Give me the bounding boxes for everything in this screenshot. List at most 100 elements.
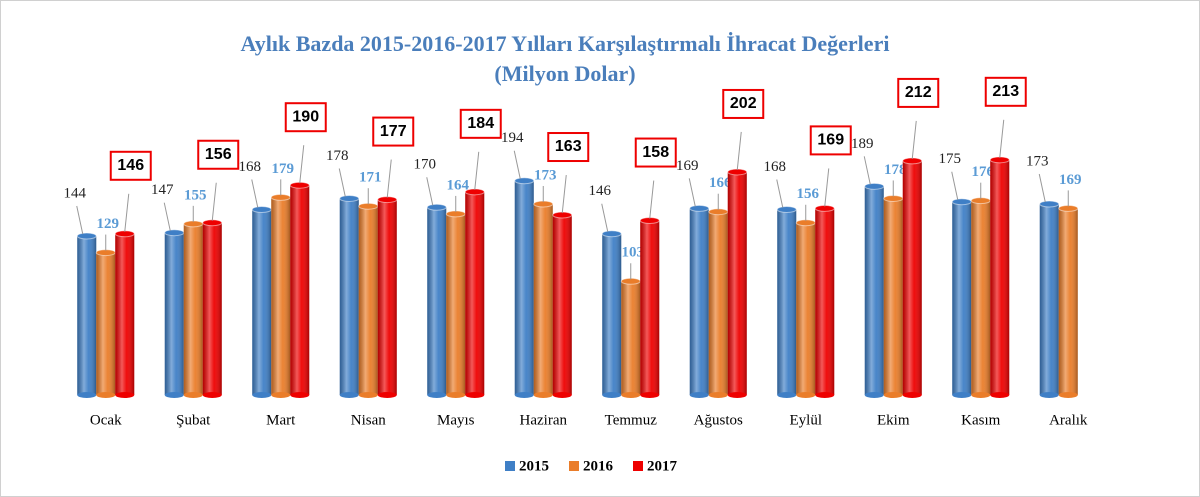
data-label: 169 [1059, 172, 1082, 188]
bar-shine [252, 209, 272, 395]
bar-shine [864, 186, 884, 395]
chart-title: Aylık Bazda 2015-2016-2017 Yılları Karşı… [241, 31, 890, 56]
x-tick-label: Haziran [520, 412, 568, 428]
data-label-box [984, 76, 1027, 107]
bar-base [552, 392, 572, 398]
leader-line [911, 120, 917, 159]
bar-top [689, 204, 710, 212]
leader-line [163, 202, 171, 231]
data-label: 202 [730, 95, 757, 112]
data-label: 156 [797, 186, 820, 202]
bar-shine [115, 233, 135, 395]
data-label: 144 [64, 185, 87, 201]
bar-base [1039, 392, 1059, 398]
data-label-box [109, 150, 152, 181]
bar-base [446, 392, 466, 398]
bar-base [815, 392, 835, 398]
bar-base [640, 392, 660, 398]
bar-base [796, 392, 816, 398]
data-label: 212 [905, 84, 932, 101]
chart-subtitle: (Milyon Dolar) [494, 61, 635, 86]
x-tick-label: Ağustos [694, 412, 743, 428]
bar-shine [465, 191, 485, 395]
leader-line [561, 174, 567, 214]
bar-base [465, 392, 485, 398]
bar-base [202, 392, 222, 398]
x-tick-label: Mayıs [437, 412, 475, 428]
bar-shine [902, 160, 922, 395]
bar-shine [514, 180, 534, 395]
bar-shine [990, 159, 1010, 395]
data-label: 163 [555, 138, 582, 155]
leader-line [776, 179, 784, 208]
x-tick-label: Temmuz [605, 412, 658, 428]
leader-line [824, 168, 830, 207]
bar-base [533, 392, 553, 398]
data-label: 184 [467, 115, 494, 132]
bar-base [708, 392, 728, 398]
leader-line [951, 171, 959, 200]
bar-base [971, 392, 991, 398]
bar-shine [183, 223, 203, 395]
bar-top [514, 177, 535, 185]
bar-base [271, 392, 291, 398]
leader-line [601, 203, 609, 232]
data-label: 190 [292, 108, 319, 125]
legend-swatch [505, 461, 515, 471]
bar-base [952, 392, 972, 398]
data-label: 164 [447, 177, 470, 193]
leader-line [426, 177, 434, 206]
data-label: 103 [622, 245, 645, 261]
bar-shine [427, 207, 447, 395]
data-label-box [897, 77, 940, 108]
bar-base [77, 392, 97, 398]
bar-base [602, 392, 622, 398]
data-label: 168 [239, 159, 262, 175]
bar-shine [446, 213, 466, 395]
data-label: 169 [676, 158, 699, 174]
bar-shine [96, 252, 116, 395]
legend-swatch [569, 461, 579, 471]
leader-line [863, 156, 871, 185]
bar-base [621, 392, 641, 398]
bar-base [864, 392, 884, 398]
bar-base [290, 392, 310, 398]
bar-base [115, 392, 135, 398]
data-label-box [459, 108, 502, 139]
bar-top [164, 229, 185, 237]
bar-shine [552, 215, 572, 395]
leader-line [649, 180, 655, 219]
legend-label: 2015 [519, 458, 549, 474]
data-label-box [809, 125, 852, 156]
x-tick-label: Ekim [877, 412, 910, 428]
legend-label: 2016 [583, 458, 614, 474]
bar-base [777, 392, 797, 398]
data-label: 173 [1026, 153, 1049, 169]
bar-base [689, 392, 709, 398]
data-label: 155 [184, 187, 207, 203]
leader-line [251, 179, 259, 208]
bar-base [902, 392, 922, 398]
data-label: 213 [992, 83, 1019, 100]
bar-base [252, 392, 272, 398]
data-label-box [634, 137, 677, 168]
bar-base [96, 392, 116, 398]
data-label: 168 [764, 159, 787, 175]
bar-shine [533, 203, 553, 395]
data-label: 156 [205, 146, 232, 163]
data-label-box [547, 132, 590, 163]
bar-shine [727, 171, 747, 395]
x-tick-label: Şubat [176, 412, 211, 428]
leader-line [76, 205, 84, 235]
legend-swatch [633, 461, 643, 471]
bar-top [1039, 200, 1060, 208]
bar-base [427, 392, 447, 398]
data-label: 177 [380, 123, 407, 140]
bar-top [776, 206, 797, 213]
data-label: 169 [817, 132, 844, 149]
bar-base [1058, 392, 1078, 398]
x-tick-label: Kasım [961, 412, 1000, 428]
data-label: 176 [972, 164, 995, 180]
bar-shine [621, 281, 641, 395]
